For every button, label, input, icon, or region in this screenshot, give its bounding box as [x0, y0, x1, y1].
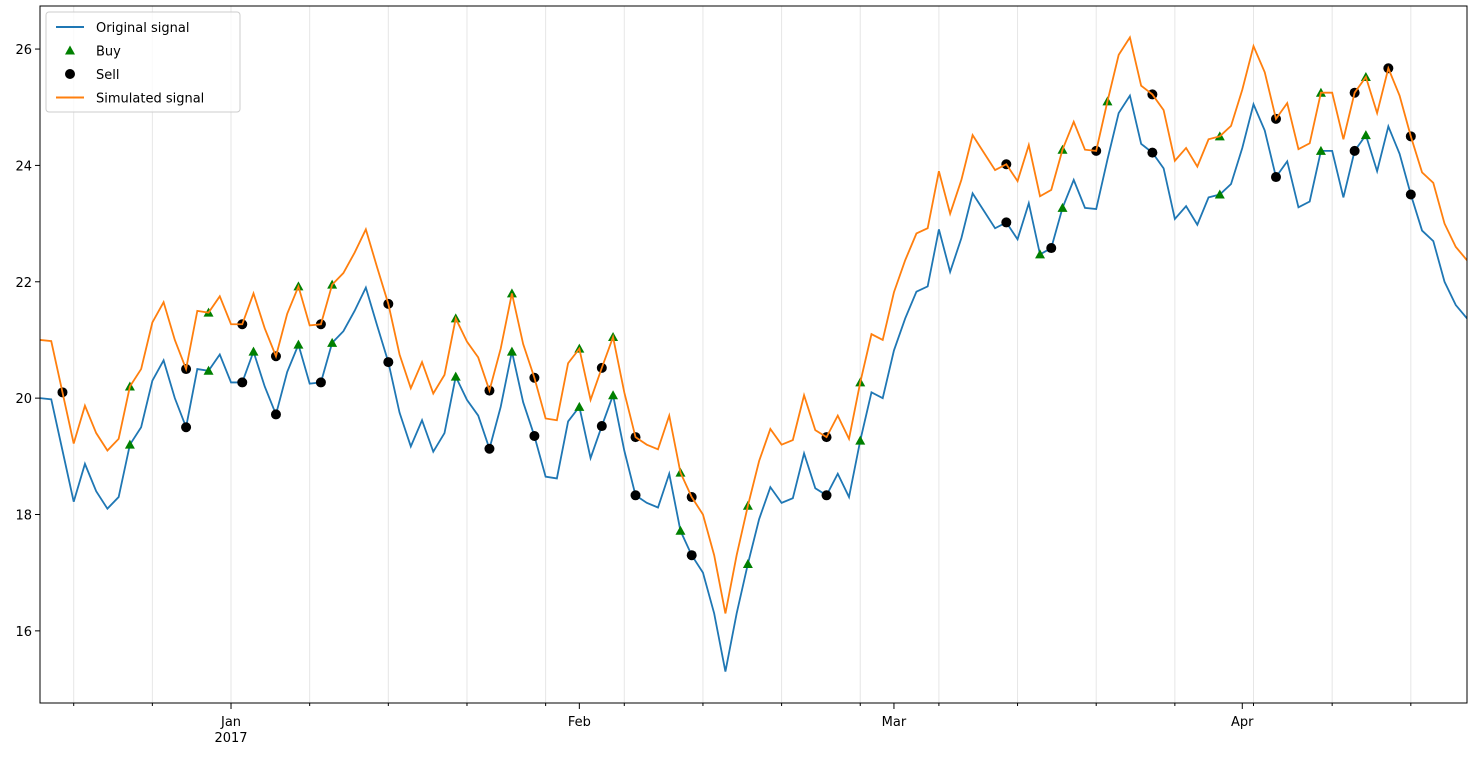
sell-marker [484, 443, 495, 454]
buy-marker [450, 371, 461, 381]
buy-marker [293, 339, 304, 349]
legend-marker [65, 69, 75, 79]
buy-marker [1057, 202, 1068, 212]
sell-marker [1270, 172, 1281, 183]
legend-box [45, 11, 241, 113]
buy-marker [1035, 249, 1046, 259]
x-tick-label: Jan 2017 [214, 715, 247, 746]
buy-marker [506, 288, 517, 298]
buy-marker [855, 435, 866, 445]
y-tick-label: 18 [15, 508, 32, 523]
buy-marker [1214, 189, 1225, 199]
legend-marker [65, 45, 75, 55]
legend-label: Simulated signal [96, 92, 204, 107]
legend-label: Sell [96, 68, 119, 83]
y-tick-label: 22 [15, 276, 32, 291]
plot-frame [39, 5, 1468, 704]
buy-marker [124, 439, 135, 449]
signal-line [40, 35, 1467, 614]
buy-marker [742, 558, 753, 568]
buy-marker [1360, 130, 1371, 140]
sell-marker [686, 550, 697, 561]
buy-marker [203, 365, 214, 375]
y-tick-label: 24 [15, 159, 32, 174]
sell-marker [270, 409, 281, 420]
sell-marker [383, 357, 394, 368]
sell-marker [181, 422, 192, 433]
x-tick-label: Apr [1231, 715, 1254, 730]
sell-marker [529, 430, 540, 441]
signal-line [40, 93, 1467, 672]
x-tick-label: Mar [882, 715, 907, 730]
buy-marker [675, 525, 686, 535]
buy-marker [574, 401, 585, 411]
buy-marker [248, 346, 259, 356]
y-tick-label: 20 [15, 392, 32, 407]
y-tick-label: 16 [15, 625, 32, 640]
sell-marker [630, 490, 641, 501]
sell-marker [1349, 145, 1360, 156]
sell-marker [315, 377, 326, 388]
x-tick-label: Feb [568, 715, 591, 730]
sell-marker [1046, 243, 1057, 254]
sell-marker [821, 490, 832, 501]
buy-marker [506, 346, 517, 356]
sell-marker [1147, 147, 1158, 158]
buy-marker [327, 337, 338, 347]
sell-marker [596, 421, 607, 432]
buy-marker [608, 390, 619, 400]
sell-marker [237, 377, 248, 388]
sell-marker [1001, 217, 1012, 228]
legend-label: Original signal [96, 21, 189, 36]
y-tick-label: 26 [15, 43, 32, 58]
sell-marker [1405, 189, 1416, 200]
buy-marker [1315, 145, 1326, 155]
legend-label: Buy [96, 45, 121, 60]
